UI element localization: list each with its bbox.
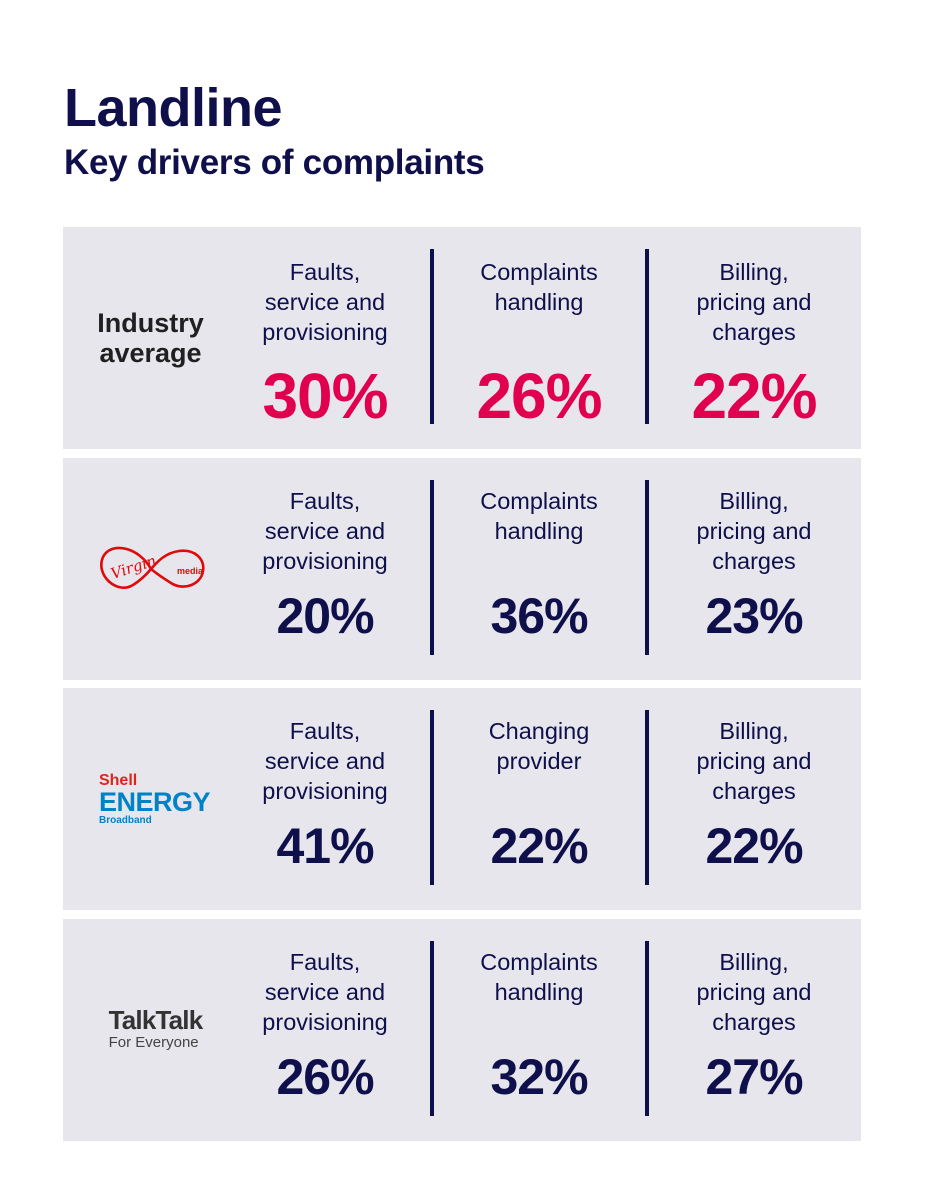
driver-cell: Billing, pricing and charges 23%	[647, 458, 861, 680]
driver-cell: Faults, service and provisioning 30%	[218, 227, 432, 449]
driver-label: Faults, service and provisioning	[262, 488, 388, 574]
driver-cell: Billing, pricing and charges 22%	[647, 688, 861, 910]
column-divider	[430, 941, 434, 1116]
driver-cell: Billing, pricing and charges 22%	[647, 227, 861, 449]
driver-percent: 26%	[276, 1049, 374, 1105]
shell-logo-line3: Broadband	[98, 814, 152, 826]
talktalk-row: TalkTalk For Everyone Faults, service an…	[63, 919, 861, 1141]
driver-cell: Faults, service and provisioning 41%	[218, 688, 432, 910]
talktalk-logo: TalkTalk For Everyone	[108, 1005, 204, 1053]
driver-label: Billing, pricing and charges	[696, 718, 812, 804]
driver-percent: 22%	[691, 360, 817, 432]
column-divider	[645, 710, 649, 885]
driver-percent: 22%	[705, 818, 803, 874]
driver-label: Faults, service and provisioning	[262, 259, 388, 345]
driver-percent: 23%	[705, 588, 803, 644]
talktalk-logo-name: TalkTalk	[108, 1005, 204, 1035]
column-divider	[430, 480, 434, 655]
driver-label: Faults, service and provisioning	[262, 718, 388, 804]
column-divider	[645, 480, 649, 655]
industry-average-label: Industry average	[63, 227, 238, 449]
driver-cell: Complaints handling 26%	[432, 227, 646, 449]
industry-label-line1: Industry	[97, 308, 204, 338]
driver-cell: Complaints handling 32%	[432, 919, 646, 1141]
page-subtitle: Key drivers of complaints	[64, 143, 485, 182]
talktalk-logo-tagline: For Everyone	[108, 1034, 199, 1051]
shell-logo-line1: Shell	[98, 771, 138, 789]
driver-percent: 41%	[276, 818, 374, 874]
driver-label: Changing provider	[488, 718, 590, 774]
driver-cell: Complaints handling 36%	[432, 458, 646, 680]
driver-cell: Faults, service and provisioning 20%	[218, 458, 432, 680]
driver-cell: Faults, service and provisioning 26%	[218, 919, 432, 1141]
brand-cell: Shell ENERGY Broadband	[63, 688, 238, 910]
industry-label-line2: average	[99, 338, 202, 368]
driver-cell: Billing, pricing and charges 27%	[647, 919, 861, 1141]
driver-label: Billing, pricing and charges	[696, 949, 812, 1035]
column-divider	[645, 941, 649, 1116]
shell-logo-line2: ENERGY	[98, 786, 211, 817]
driver-label: Complaints handling	[480, 259, 598, 315]
driver-label: Billing, pricing and charges	[696, 259, 812, 345]
driver-label: Complaints handling	[480, 488, 598, 544]
column-divider	[430, 249, 434, 424]
page-title: Landline	[64, 78, 283, 138]
virgin-media-logo: Virgin media	[99, 546, 204, 589]
industry-average-row: Industry average Faults, service and pro…	[63, 227, 861, 449]
driver-percent: 32%	[490, 1049, 588, 1105]
virgin-media-row: Virgin media Faults, service and provisi…	[63, 458, 861, 680]
virgin-script-text: Virgin	[108, 551, 158, 583]
driver-percent: 36%	[490, 588, 588, 644]
driver-percent: 26%	[476, 360, 602, 432]
shell-energy-logo: Shell ENERGY Broadband	[98, 771, 211, 826]
driver-cell: Changing provider 22%	[432, 688, 646, 910]
column-divider	[645, 249, 649, 424]
brand-cell: Virgin media	[63, 458, 238, 680]
driver-percent: 22%	[490, 818, 588, 874]
driver-percent: 20%	[276, 588, 374, 644]
column-divider	[430, 710, 434, 885]
media-text: media	[177, 566, 204, 576]
driver-label: Faults, service and provisioning	[262, 949, 388, 1035]
driver-label: Billing, pricing and charges	[696, 488, 812, 574]
driver-label: Complaints handling	[480, 949, 598, 1005]
brand-cell: TalkTalk For Everyone	[63, 919, 238, 1141]
driver-percent: 27%	[705, 1049, 803, 1105]
shell-energy-row: Shell ENERGY Broadband Faults, service a…	[63, 688, 861, 910]
driver-percent: 30%	[262, 360, 388, 432]
